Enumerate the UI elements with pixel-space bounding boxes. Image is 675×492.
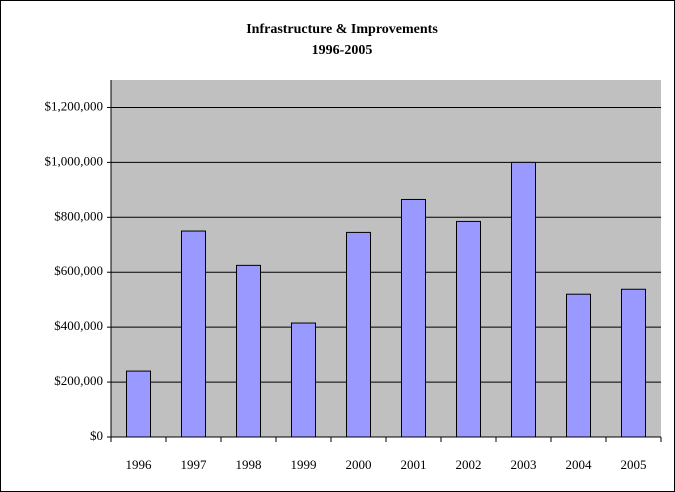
x-tick-label: 2003 xyxy=(511,457,537,472)
bar xyxy=(126,370,151,438)
chart-title: Infrastructure & Improvements xyxy=(246,22,438,37)
bar xyxy=(566,293,591,438)
x-tick-label: 2001 xyxy=(401,457,427,472)
bar xyxy=(401,198,426,438)
x-tick-label: 2005 xyxy=(621,457,647,472)
chart-subtitle: 1996-2005 xyxy=(312,43,373,58)
x-tick-label: 1996 xyxy=(126,457,153,472)
bar xyxy=(346,231,371,438)
bar xyxy=(236,264,261,438)
bar xyxy=(621,288,646,438)
x-tick-label: 2002 xyxy=(456,457,482,472)
bar xyxy=(511,161,536,438)
y-tick-label: $800,000 xyxy=(54,208,103,223)
y-tick-label: $1,200,000 xyxy=(45,98,104,113)
x-tick-label: 1997 xyxy=(181,457,208,472)
y-tick-label: $400,000 xyxy=(54,318,103,333)
y-tick-label: $200,000 xyxy=(54,373,103,388)
bar xyxy=(456,220,481,438)
y-tick-label: $1,000,000 xyxy=(45,153,104,168)
bar xyxy=(291,322,316,438)
y-tick-label: $600,000 xyxy=(54,263,103,278)
x-tick-label: 2004 xyxy=(566,457,593,472)
bar xyxy=(181,230,206,438)
x-tick-label: 2000 xyxy=(346,457,372,472)
x-tick-label: 1999 xyxy=(291,457,317,472)
y-tick-label: $0 xyxy=(90,428,103,443)
x-tick-label: 1998 xyxy=(236,457,262,472)
